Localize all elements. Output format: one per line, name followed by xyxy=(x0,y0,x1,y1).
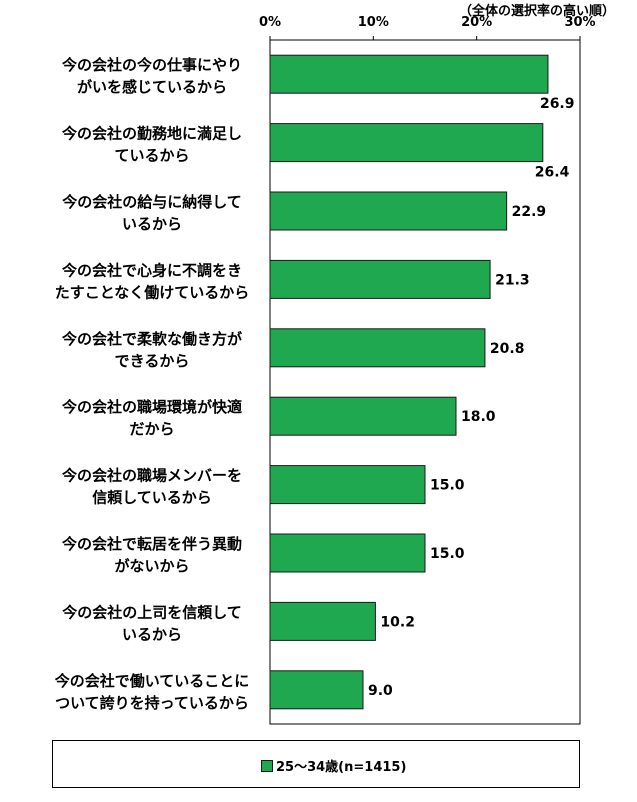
bar xyxy=(269,396,457,436)
chart-note: （全体の選択率の高い順） xyxy=(458,4,615,19)
bar xyxy=(269,601,376,641)
legend-label: 25～34歳(n=1415) xyxy=(276,760,407,775)
category-label: 今の会社の給与に納得しているから xyxy=(61,193,242,233)
category-label: 今の会社で働いていることについて誇りを持っているから xyxy=(54,672,250,712)
bar xyxy=(269,54,549,94)
data-label: 18.0 xyxy=(461,409,496,425)
data-label: 15.0 xyxy=(430,546,465,562)
data-label: 10.2 xyxy=(380,614,415,630)
category-label: 今の会社の職場環境が快適だから xyxy=(61,398,242,438)
category-label: 今の会社の上司を信頼しているから xyxy=(61,603,242,643)
plot-frame xyxy=(269,39,581,725)
legend: 25～34歳(n=1415) xyxy=(52,740,580,788)
category-label: 今の会社の今の仕事にやりがいを感じているから xyxy=(61,56,242,96)
data-label: 9.0 xyxy=(368,683,393,699)
data-label: 26.4 xyxy=(535,165,570,181)
legend-swatch xyxy=(261,760,273,772)
data-label: 26.9 xyxy=(540,96,575,112)
data-label: 20.8 xyxy=(490,341,525,357)
category-label: 今の会社の職場メンバーを信頼しているから xyxy=(61,467,242,507)
bar xyxy=(269,533,426,573)
bar xyxy=(269,191,508,231)
bar xyxy=(269,465,426,505)
data-label: 22.9 xyxy=(512,204,547,220)
x-tick-label: 0% xyxy=(259,15,281,30)
x-tick-label: 20% xyxy=(461,15,492,30)
category-label: 今の会社で心身に不調をきたすことなく働けているから xyxy=(55,261,250,301)
data-label: 15.0 xyxy=(430,478,465,494)
bar xyxy=(269,123,544,163)
bar xyxy=(269,259,491,299)
category-label: 今の会社で柔軟な働き方ができるから xyxy=(61,330,243,370)
category-label: 今の会社の勤務地に満足しているから xyxy=(61,125,242,165)
x-tick-label: 10% xyxy=(358,15,389,30)
legend-entry: 25～34歳(n=1415) xyxy=(261,756,406,775)
category-label: 今の会社で転居を伴う異動がないから xyxy=(61,535,242,575)
bar xyxy=(269,670,364,710)
data-label: 21.3 xyxy=(495,272,530,288)
bar xyxy=(269,328,486,368)
x-tick-label: 30% xyxy=(564,15,595,30)
